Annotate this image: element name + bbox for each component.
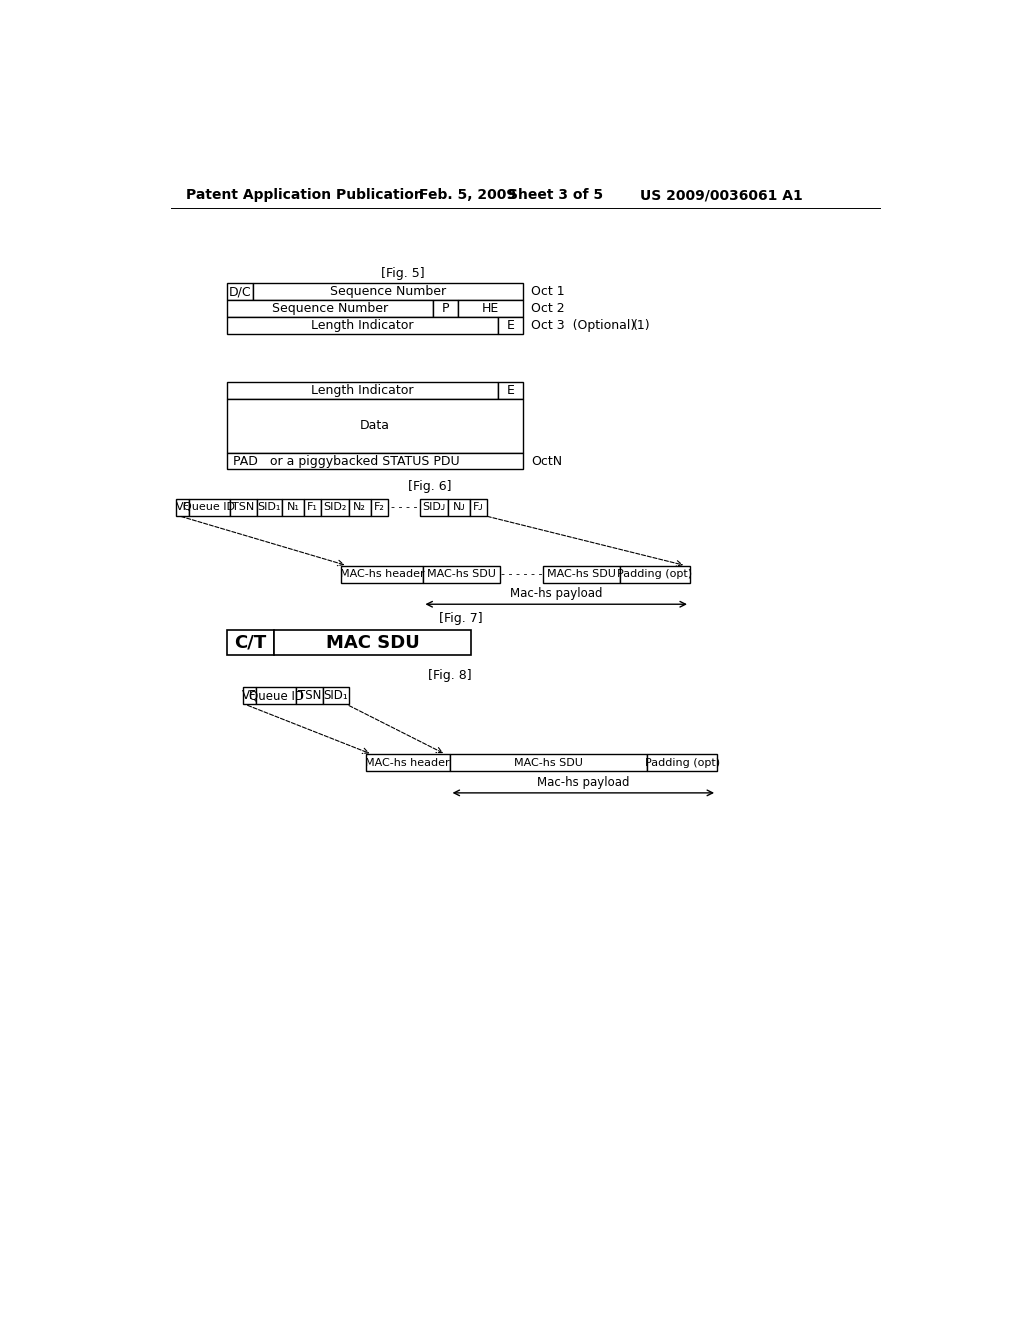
Bar xyxy=(243,688,256,705)
Text: C/T: C/T xyxy=(234,634,266,652)
Text: Feb. 5, 2009: Feb. 5, 2009 xyxy=(419,189,516,202)
Bar xyxy=(321,499,349,516)
Bar xyxy=(420,499,449,516)
Bar xyxy=(253,284,523,300)
Bar xyxy=(227,631,273,655)
Bar xyxy=(470,499,486,516)
Text: MAC-hs SDU: MAC-hs SDU xyxy=(547,569,615,579)
Text: [Fig. 6]: [Fig. 6] xyxy=(409,480,452,492)
Text: MAC-hs SDU: MAC-hs SDU xyxy=(514,758,583,768)
Text: F₂: F₂ xyxy=(374,502,385,512)
Text: Patent Application Publication: Patent Application Publication xyxy=(186,189,424,202)
Bar xyxy=(324,688,349,705)
Text: SID₂: SID₂ xyxy=(324,502,346,512)
Bar xyxy=(621,566,690,582)
Text: Padding (opt): Padding (opt) xyxy=(644,758,720,768)
Bar xyxy=(229,499,257,516)
Bar xyxy=(450,755,647,771)
Text: N₂: N₂ xyxy=(353,502,367,512)
Bar xyxy=(227,399,523,453)
Bar xyxy=(227,317,498,334)
Text: E: E xyxy=(507,319,514,333)
Text: P: P xyxy=(441,302,450,315)
Text: [Fig. 7]: [Fig. 7] xyxy=(439,611,483,624)
Bar xyxy=(543,566,621,582)
Text: N₁: N₁ xyxy=(287,502,299,512)
Bar xyxy=(304,499,321,516)
Text: Nᴊ: Nᴊ xyxy=(453,502,465,512)
Text: SID₁: SID₁ xyxy=(258,502,282,512)
Text: Queue ID: Queue ID xyxy=(183,502,236,512)
Text: Mac-hs payload: Mac-hs payload xyxy=(510,587,602,601)
Text: (1): (1) xyxy=(633,319,651,333)
Text: MAC-hs header: MAC-hs header xyxy=(340,569,424,579)
Text: Sequence Number: Sequence Number xyxy=(271,302,388,315)
Bar xyxy=(176,499,189,516)
Text: Sequence Number: Sequence Number xyxy=(330,285,446,298)
Bar xyxy=(189,499,229,516)
Bar xyxy=(371,499,388,516)
Text: TSN: TSN xyxy=(298,689,322,702)
Text: Padding (opt): Padding (opt) xyxy=(617,569,692,579)
Text: SIDᴊ: SIDᴊ xyxy=(423,502,445,512)
Text: Oct 3  (Optional): Oct 3 (Optional) xyxy=(531,319,635,333)
Bar xyxy=(498,317,523,334)
Bar xyxy=(498,381,523,399)
Bar xyxy=(227,300,432,317)
Text: Length Indicator: Length Indicator xyxy=(311,384,414,397)
Bar xyxy=(283,499,304,516)
Text: - - - - - -: - - - - - - xyxy=(501,569,542,579)
Text: OctN: OctN xyxy=(531,454,562,467)
Text: Queue ID: Queue ID xyxy=(249,689,303,702)
Text: F₁: F₁ xyxy=(307,502,317,512)
Text: VF: VF xyxy=(242,689,257,702)
Bar xyxy=(227,284,253,300)
Text: MAC-hs header: MAC-hs header xyxy=(366,758,451,768)
Text: MAC-hs SDU: MAC-hs SDU xyxy=(427,569,496,579)
Bar xyxy=(449,499,470,516)
Text: TSN: TSN xyxy=(232,502,254,512)
Text: - - - -: - - - - xyxy=(390,502,417,512)
Bar xyxy=(432,300,458,317)
Text: Data: Data xyxy=(360,418,390,432)
Text: SID₁: SID₁ xyxy=(324,689,348,702)
Text: HE: HE xyxy=(482,302,500,315)
Bar xyxy=(227,453,523,470)
Bar xyxy=(647,755,717,771)
Bar xyxy=(423,566,500,582)
Bar xyxy=(273,631,471,655)
Bar xyxy=(366,755,450,771)
Text: [Fig. 8]: [Fig. 8] xyxy=(428,668,471,681)
Text: US 2009/0036061 A1: US 2009/0036061 A1 xyxy=(640,189,802,202)
Text: Length Indicator: Length Indicator xyxy=(311,319,414,333)
Bar xyxy=(458,300,523,317)
Bar xyxy=(349,499,371,516)
Bar xyxy=(296,688,324,705)
Bar xyxy=(256,688,296,705)
Text: E: E xyxy=(507,384,514,397)
Text: MAC SDU: MAC SDU xyxy=(326,634,420,652)
Text: Oct 1: Oct 1 xyxy=(531,285,564,298)
Bar xyxy=(341,566,423,582)
Text: Sheet 3 of 5: Sheet 3 of 5 xyxy=(508,189,603,202)
Bar xyxy=(257,499,283,516)
Text: [Fig. 5]: [Fig. 5] xyxy=(381,268,425,280)
Text: D/C: D/C xyxy=(228,285,251,298)
Text: Oct 2: Oct 2 xyxy=(531,302,564,315)
Text: VF: VF xyxy=(176,502,189,512)
Text: Fᴊ: Fᴊ xyxy=(473,502,483,512)
Bar xyxy=(227,381,498,399)
Text: PAD   or a piggybacked STATUS PDU: PAD or a piggybacked STATUS PDU xyxy=(233,454,460,467)
Text: Mac-hs payload: Mac-hs payload xyxy=(537,776,630,788)
